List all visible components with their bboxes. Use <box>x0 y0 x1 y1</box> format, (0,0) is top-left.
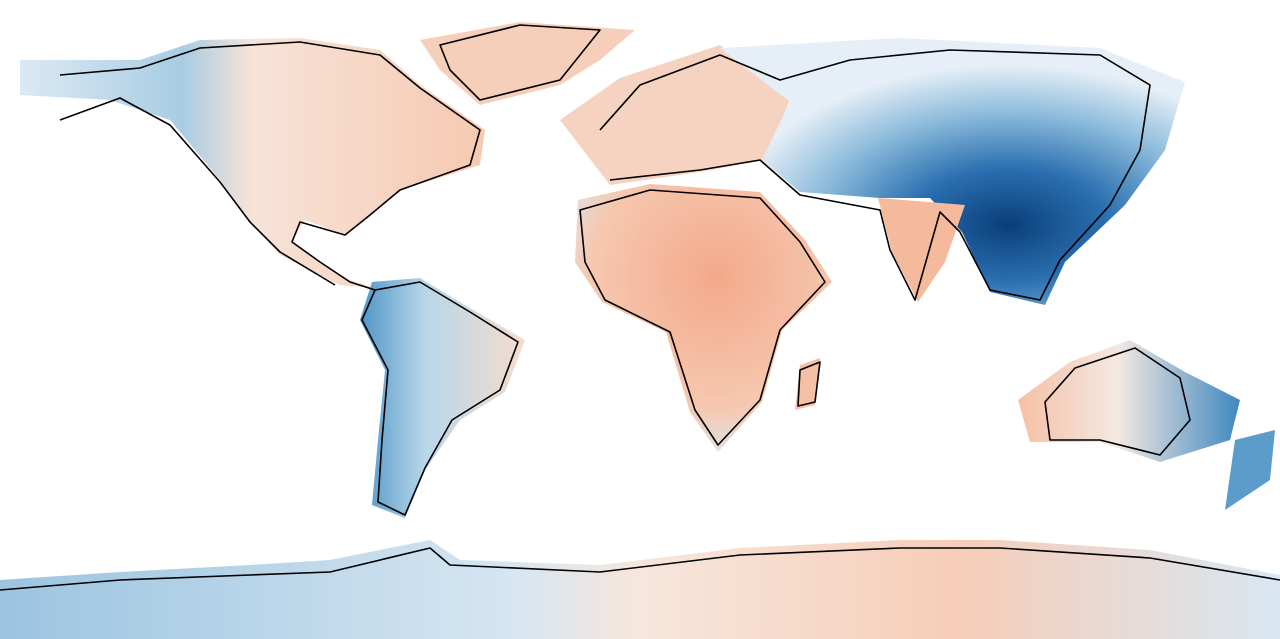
europe <box>560 45 790 185</box>
asia <box>720 38 1185 305</box>
north-america <box>20 38 485 288</box>
coastline <box>797 361 821 407</box>
greenland <box>420 22 635 105</box>
antarctica <box>0 540 1280 639</box>
coastlines <box>0 24 1280 591</box>
india <box>878 198 965 302</box>
south-america <box>360 278 525 518</box>
coastline <box>439 24 601 101</box>
new-zealand <box>1225 430 1275 510</box>
coastline <box>579 189 826 446</box>
africa <box>575 184 832 452</box>
coastline <box>59 41 481 291</box>
coastline <box>599 49 1151 301</box>
madagascar <box>795 358 820 410</box>
coastline <box>361 281 519 516</box>
coastline <box>1044 347 1191 456</box>
coastline <box>59 97 336 286</box>
coastline <box>0 547 1280 591</box>
